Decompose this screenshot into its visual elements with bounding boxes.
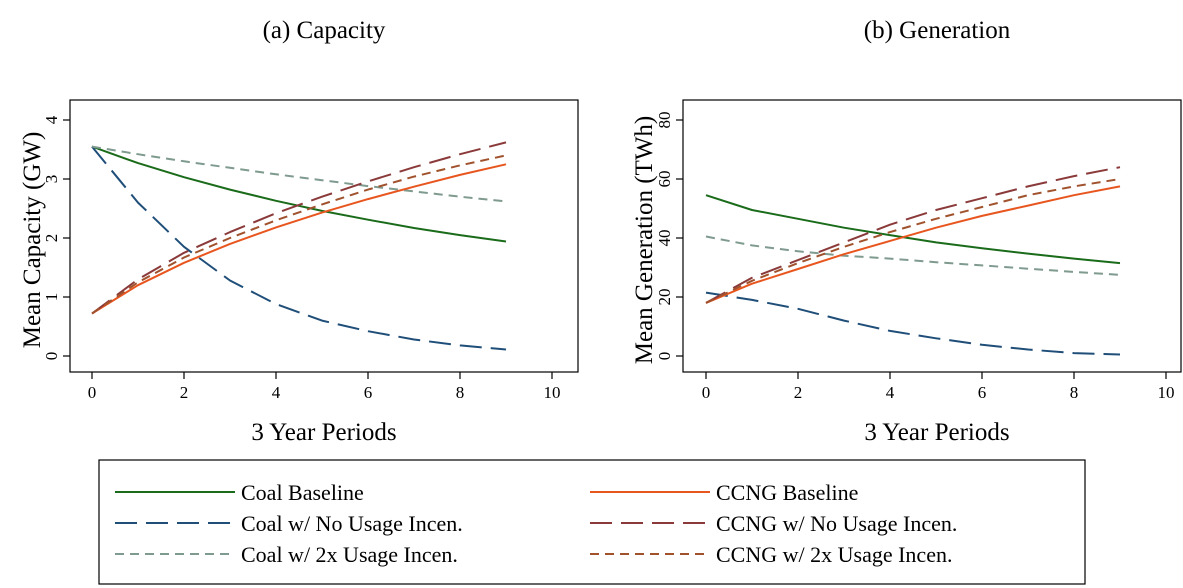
generation-series-ccng-baseline bbox=[705, 185, 1121, 304]
capacity-y-tick-label: 4 bbox=[42, 115, 61, 124]
legend: Coal Baseline CCNG Baseline Coal w/ No Usa… bbox=[98, 459, 1086, 585]
generation-series-ccng-w-no-usage-incen bbox=[705, 166, 1121, 304]
generation-x-tick-label: 6 bbox=[978, 383, 987, 402]
capacity-y-tick-label: 0 bbox=[42, 352, 61, 361]
capacity-x-tick-label: 10 bbox=[544, 383, 561, 402]
generation-plot-area: 0 20 40 60 80 0 2 4 6 8 10 bbox=[655, 99, 1182, 402]
capacity-series-ccng-w-no-usage-incen bbox=[91, 141, 507, 315]
legend-items: Coal Baseline CCNG Baseline Coal w/ No Usa… bbox=[115, 480, 957, 567]
generation-x-tick-label: 10 bbox=[1158, 383, 1175, 402]
capacity-x-axis-label: 3 Year Periods bbox=[251, 419, 396, 446]
generation-x-axis-label: 3 Year Periods bbox=[864, 419, 1009, 446]
generation-y-tick-label: 20 bbox=[655, 289, 674, 306]
generation-y-axis-label: Mean Generation (TWh) bbox=[631, 116, 658, 365]
capacity-series-coal-w-no-usage-incen bbox=[91, 145, 507, 351]
generation-plot-frame bbox=[682, 99, 1182, 373]
capacity-series-ccng-w-2x-usage-incen bbox=[91, 154, 507, 315]
capacity-x-tick-label: 2 bbox=[180, 383, 189, 402]
capacity-y-axis-label: Mean Capacity (GW) bbox=[19, 132, 46, 349]
legend-label-coal-baseline: Coal Baseline bbox=[241, 480, 364, 505]
generation-y-tick-label: 60 bbox=[655, 171, 674, 188]
capacity-series-coal-w-2x-usage-incen bbox=[91, 145, 507, 203]
capacity-x-tick-label: 4 bbox=[272, 383, 281, 402]
capacity-series-coal-baseline bbox=[91, 145, 507, 243]
generation-x-tick-label: 2 bbox=[794, 383, 803, 402]
legend-label-ccng-w-no-usage-incen: CCNG w/ No Usage Incen. bbox=[716, 511, 957, 536]
generation-x-tick-label: 8 bbox=[1070, 383, 1079, 402]
capacity-y-tick-label: 3 bbox=[42, 175, 61, 184]
generation-x-tick-label: 4 bbox=[886, 383, 895, 402]
generation-series-coal-w-2x-usage-incen bbox=[705, 235, 1121, 276]
legend-label-coal-w-no-usage-incen: Coal w/ No Usage Incen. bbox=[241, 511, 463, 536]
legend-label-coal-w-2x-usage-incen: Coal w/ 2x Usage Incen. bbox=[241, 542, 458, 567]
generation-x-tick-label: 0 bbox=[702, 383, 711, 402]
capacity-plot-frame bbox=[69, 99, 579, 373]
capacity-x-tick-label: 0 bbox=[88, 383, 97, 402]
capacity-panel: (a) Capacity 3 Year Periods Mean Capacit… bbox=[19, 17, 579, 446]
capacity-y-tick-label: 2 bbox=[42, 234, 61, 243]
generation-chart-title: (b) Generation bbox=[864, 17, 1011, 44]
generation-y-tick-label: 0 bbox=[655, 352, 674, 361]
generation-series-coal-w-no-usage-incen bbox=[705, 291, 1121, 356]
generation-y-tick-label: 40 bbox=[655, 230, 674, 247]
capacity-series-ccng-baseline bbox=[91, 163, 507, 315]
capacity-plot-area: 0 1 2 3 4 0 2 4 6 8 10 bbox=[42, 99, 579, 402]
legend-label-ccng-w-2x-usage-incen: CCNG w/ 2x Usage Incen. bbox=[716, 542, 952, 567]
capacity-x-tick-label: 8 bbox=[456, 383, 465, 402]
capacity-x-tick-label: 6 bbox=[364, 383, 373, 402]
generation-y-tick-label: 80 bbox=[655, 112, 674, 129]
capacity-chart-title: (a) Capacity bbox=[263, 17, 386, 44]
legend-label-ccng-baseline: CCNG Baseline bbox=[716, 480, 858, 505]
generation-panel: (b) Generation 3 Year Periods Mean Gener… bbox=[631, 17, 1182, 446]
generation-series-coal-baseline bbox=[705, 194, 1121, 265]
generation-series-ccng-w-2x-usage-incen bbox=[705, 178, 1121, 304]
legend-box bbox=[98, 459, 1086, 585]
capacity-y-tick-label: 1 bbox=[42, 293, 61, 302]
